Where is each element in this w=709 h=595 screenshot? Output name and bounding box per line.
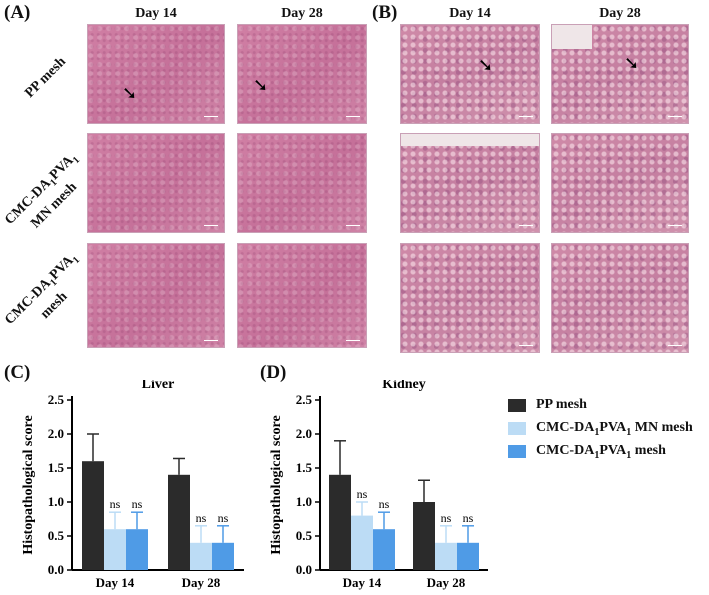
significance-label: ns xyxy=(463,511,474,525)
liver-pp-day14-image: ➘ xyxy=(87,24,225,124)
legend-swatch-plain xyxy=(508,445,526,459)
x-tick-label: Day 14 xyxy=(343,575,382,590)
scale-bar xyxy=(668,110,682,117)
kidney-mn-day14-image xyxy=(400,133,540,233)
panel-label-d: (D) xyxy=(260,362,287,383)
bar xyxy=(82,461,104,570)
bar xyxy=(329,474,351,570)
legend-label-mn: CMC-DA1PVA1 MN mesh xyxy=(536,420,693,438)
chart-title: Kidney xyxy=(382,380,426,392)
significance-label: ns xyxy=(379,497,390,511)
tissue-gap xyxy=(552,25,592,49)
significance-label: ns xyxy=(357,487,368,501)
scale-bar xyxy=(668,339,682,346)
tissue-gap xyxy=(401,134,539,146)
y-tick-label: 2.0 xyxy=(296,426,312,441)
x-tick-label: Day 14 xyxy=(96,575,135,590)
kidney-bar-chart: Kidney Histopathological score 0.0 0.5 1.0 1.… xyxy=(269,380,488,590)
y-tick-label: 1.0 xyxy=(296,494,312,509)
x-tick-label: Day 28 xyxy=(427,575,466,590)
legend-swatch-mn xyxy=(508,422,526,436)
arrow-icon: ➘ xyxy=(478,55,494,76)
kidney-plain-day28-image xyxy=(551,243,689,353)
liver-plain-day14-image xyxy=(87,243,225,348)
bar xyxy=(435,542,457,570)
column-header-day28-b: Day 28 xyxy=(599,6,641,21)
panel-label-b: (B) xyxy=(372,2,398,23)
y-tick-label: 0.0 xyxy=(48,562,64,577)
legend-label-pp: PP mesh xyxy=(536,397,587,412)
scale-bar xyxy=(519,339,533,346)
bar xyxy=(104,529,126,570)
legend-item-plain: CMC-DA1PVA1 mesh xyxy=(508,443,666,461)
y-tick-label: 1.5 xyxy=(48,460,65,475)
y-axis-label: Histopathological score xyxy=(21,415,36,554)
scale-bar xyxy=(519,219,533,226)
y-tick-label: 1.5 xyxy=(296,460,313,475)
column-header-day28-a: Day 28 xyxy=(281,6,323,21)
row-label-pp-mesh: PP mesh xyxy=(22,54,69,101)
liver-mn-day28-image xyxy=(237,133,367,233)
kidney-pp-day28-image: ➘ xyxy=(551,24,689,124)
y-tick-label: 2.5 xyxy=(48,392,65,407)
bar xyxy=(457,542,479,570)
panel-label-c: (C) xyxy=(4,362,31,383)
liver-plain-day28-image xyxy=(237,243,367,348)
y-tick-label: 2.0 xyxy=(48,426,64,441)
y-axis-label: Histopathological score xyxy=(269,415,284,554)
y-tick-label: 0.5 xyxy=(296,528,313,543)
arrow-icon: ➘ xyxy=(253,75,269,96)
column-header-day14-a: Day 14 xyxy=(135,6,177,21)
bar xyxy=(351,515,373,570)
bar xyxy=(373,529,395,570)
significance-label: ns xyxy=(218,511,229,525)
significance-label: ns xyxy=(110,497,121,511)
kidney-plain-day14-image xyxy=(400,243,540,353)
bar xyxy=(413,502,435,570)
y-tick-label: 0.0 xyxy=(296,562,312,577)
bar xyxy=(190,542,212,570)
chart-title: Liver xyxy=(142,380,175,392)
scale-bar xyxy=(204,219,218,226)
y-tick-label: 2.5 xyxy=(296,392,313,407)
scale-bar xyxy=(519,110,533,117)
bar xyxy=(168,474,190,570)
arrow-icon: ➘ xyxy=(122,83,138,104)
legend-item-pp: PP mesh xyxy=(508,397,587,413)
legend-swatch-pp xyxy=(508,398,526,412)
arrow-icon: ➘ xyxy=(624,53,640,74)
scale-bar xyxy=(346,110,360,117)
kidney-pp-day14-image: ➘ xyxy=(400,24,540,124)
column-header-day14-b: Day 14 xyxy=(449,6,491,21)
liver-mn-day14-image xyxy=(87,133,225,233)
scale-bar xyxy=(346,334,360,341)
scale-bar xyxy=(204,334,218,341)
legend-item-mn: CMC-DA1PVA1 MN mesh xyxy=(508,420,693,438)
significance-label: ns xyxy=(132,497,143,511)
x-tick-label: Day 28 xyxy=(182,575,221,590)
liver-pp-day28-image: ➘ xyxy=(237,24,367,124)
liver-bar-chart: Liver Histopathological score 0.0 0.5 1.0 1.5… xyxy=(21,380,244,590)
significance-label: ns xyxy=(196,511,207,525)
row-label-mn-mesh: CMC-DA1PVA1 MN mesh xyxy=(2,153,83,232)
bar xyxy=(212,542,234,570)
scale-bar xyxy=(204,110,218,117)
legend-label-plain: CMC-DA1PVA1 mesh xyxy=(536,443,666,461)
scale-bar xyxy=(346,219,360,226)
scale-bar xyxy=(668,219,682,226)
y-tick-label: 1.0 xyxy=(48,494,64,509)
kidney-mn-day28-image xyxy=(551,133,689,233)
bar xyxy=(126,529,148,570)
row-label-plain-mesh: CMC-DA1PVA1 mesh xyxy=(2,253,83,328)
y-tick-label: 0.5 xyxy=(48,528,65,543)
significance-label: ns xyxy=(441,511,452,525)
panel-label-a: (A) xyxy=(4,2,31,23)
